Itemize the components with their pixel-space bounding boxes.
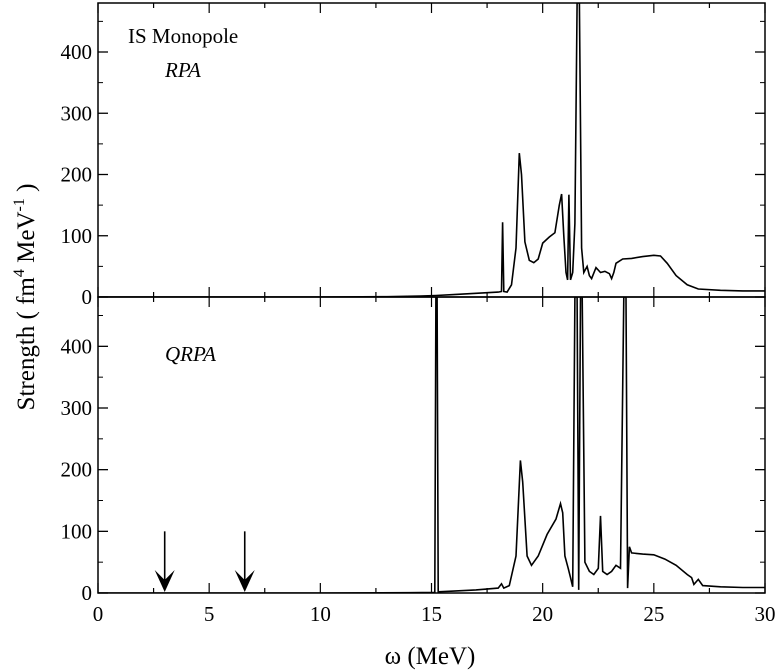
top-y-tick-label: 400 (61, 40, 93, 64)
bottom-y-tick-label: 100 (61, 519, 93, 543)
top-y-tick-label: 0 (82, 285, 93, 309)
x-axis-title: ω (MeV) (385, 643, 476, 670)
y-axis-title-mev: MeV (13, 211, 40, 269)
x-tick-label: 0 (93, 602, 104, 626)
arrow-head (154, 570, 175, 592)
arrow-layer (154, 531, 255, 592)
y-axis-title-sup4: 4 (11, 269, 28, 277)
arrow-head (234, 570, 255, 592)
tick-label-layer: 0 100 200 300 400 0 100 200 300 400 0 5 10 15 20 25 30 (61, 40, 776, 626)
top-y-tick-label: 200 (61, 163, 93, 187)
x-tick-label: 20 (532, 602, 553, 626)
bottom-y-tick-label: 300 (61, 396, 93, 420)
x-tick-label: 10 (310, 602, 331, 626)
is-monopole-label: IS Monopole (128, 24, 238, 48)
x-tick-label: 5 (204, 602, 215, 626)
bottom-y-tick-label: 0 (82, 581, 93, 605)
top-y-tick-label: 100 (61, 224, 93, 248)
y-axis-title: Strength ( fm4 MeV-1 ) (11, 184, 40, 411)
x-tick-label: 30 (755, 602, 776, 626)
x-tick-label: 25 (643, 602, 664, 626)
x-tick-label: 15 (421, 602, 442, 626)
rpa-label: RPA (164, 58, 201, 82)
y-axis-title-supm1: -1 (11, 198, 28, 211)
y-axis-title-close: ) (13, 184, 40, 199)
bottom-y-tick-label: 200 (61, 458, 93, 482)
y-axis-title-main: Strength ( fm (13, 277, 40, 411)
bottom-strength-curve-0 (98, 297, 765, 593)
curve-layer (98, 3, 765, 593)
qrpa-label: QRPA (165, 342, 216, 366)
bottom-y-tick-label: 400 (61, 334, 93, 358)
top-strength-curve-0 (98, 3, 765, 297)
tick-layer (97, 3, 766, 594)
top-y-tick-label: 300 (61, 101, 93, 125)
